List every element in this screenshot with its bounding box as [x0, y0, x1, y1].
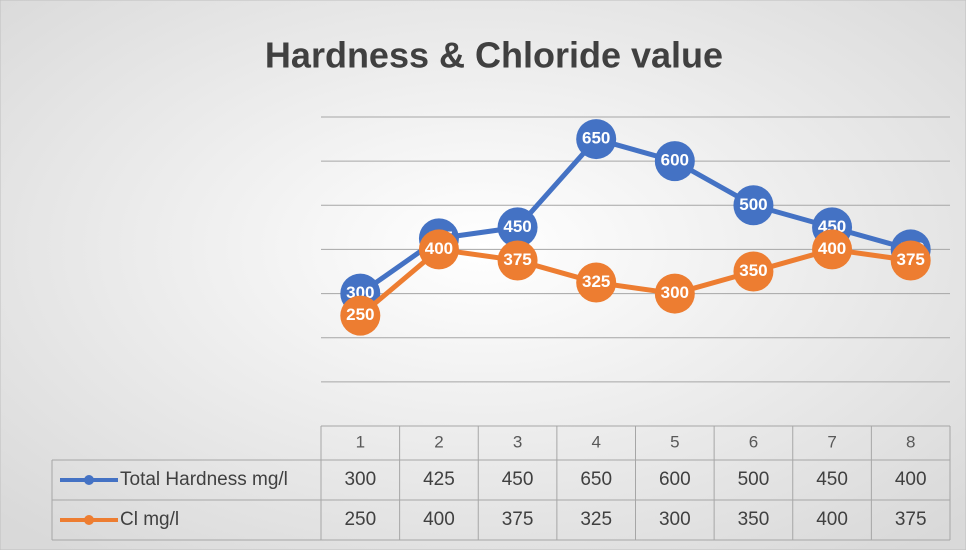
chart-title: Hardness & Chloride value [265, 35, 723, 76]
marker [576, 262, 617, 303]
data-label: 375 [503, 250, 531, 269]
x-tick-label: 7 [827, 432, 836, 451]
marker [497, 207, 538, 248]
data-label: 400 [818, 239, 846, 258]
x-tick-label: 3 [513, 432, 522, 451]
table-cell: 450 [816, 469, 848, 490]
legend-label: Total Hardness mg/l [120, 469, 288, 490]
legend-label: Cl mg/l [120, 509, 179, 530]
marker [812, 229, 853, 270]
x-tick-label: 8 [906, 432, 915, 451]
table-cell: 450 [502, 469, 534, 490]
marker [340, 295, 381, 336]
marker [654, 141, 695, 182]
table-cell: 250 [344, 509, 376, 530]
marker [497, 240, 538, 281]
table-cell: 325 [580, 509, 612, 530]
x-tick-label: 2 [434, 432, 443, 451]
data-label: 500 [739, 195, 767, 214]
x-tick-label: 4 [591, 432, 600, 451]
table-cell: 650 [580, 469, 612, 490]
data-label: 375 [897, 250, 925, 269]
table-cell: 300 [659, 509, 691, 530]
table-cell: 500 [738, 469, 770, 490]
data-label: 325 [582, 272, 610, 291]
marker [890, 240, 931, 281]
data-label: 350 [739, 261, 767, 280]
marker [733, 185, 774, 226]
marker [733, 251, 774, 292]
table-cell: 600 [659, 469, 691, 490]
table-cell: 425 [423, 469, 455, 490]
marker [654, 273, 695, 314]
table-cell: 400 [423, 509, 455, 530]
data-label: 450 [503, 217, 531, 236]
table-cell: 375 [895, 509, 927, 530]
data-label: 300 [661, 283, 689, 302]
table-cell: 400 [816, 509, 848, 530]
legend-key-marker [84, 475, 94, 485]
marker [576, 119, 617, 160]
x-tick-label: 6 [749, 432, 758, 451]
data-label: 600 [661, 151, 689, 170]
x-tick-label: 1 [356, 432, 365, 451]
data-label: 650 [582, 129, 610, 148]
data-label: 400 [425, 239, 453, 258]
table-cell: 375 [502, 509, 534, 530]
legend-key-marker [84, 515, 94, 525]
marker [418, 229, 459, 270]
table-cell: 400 [895, 469, 927, 490]
data-label: 250 [346, 305, 374, 324]
table-cell: 300 [344, 469, 376, 490]
table-cell: 350 [738, 509, 770, 530]
x-tick-label: 5 [670, 432, 679, 451]
